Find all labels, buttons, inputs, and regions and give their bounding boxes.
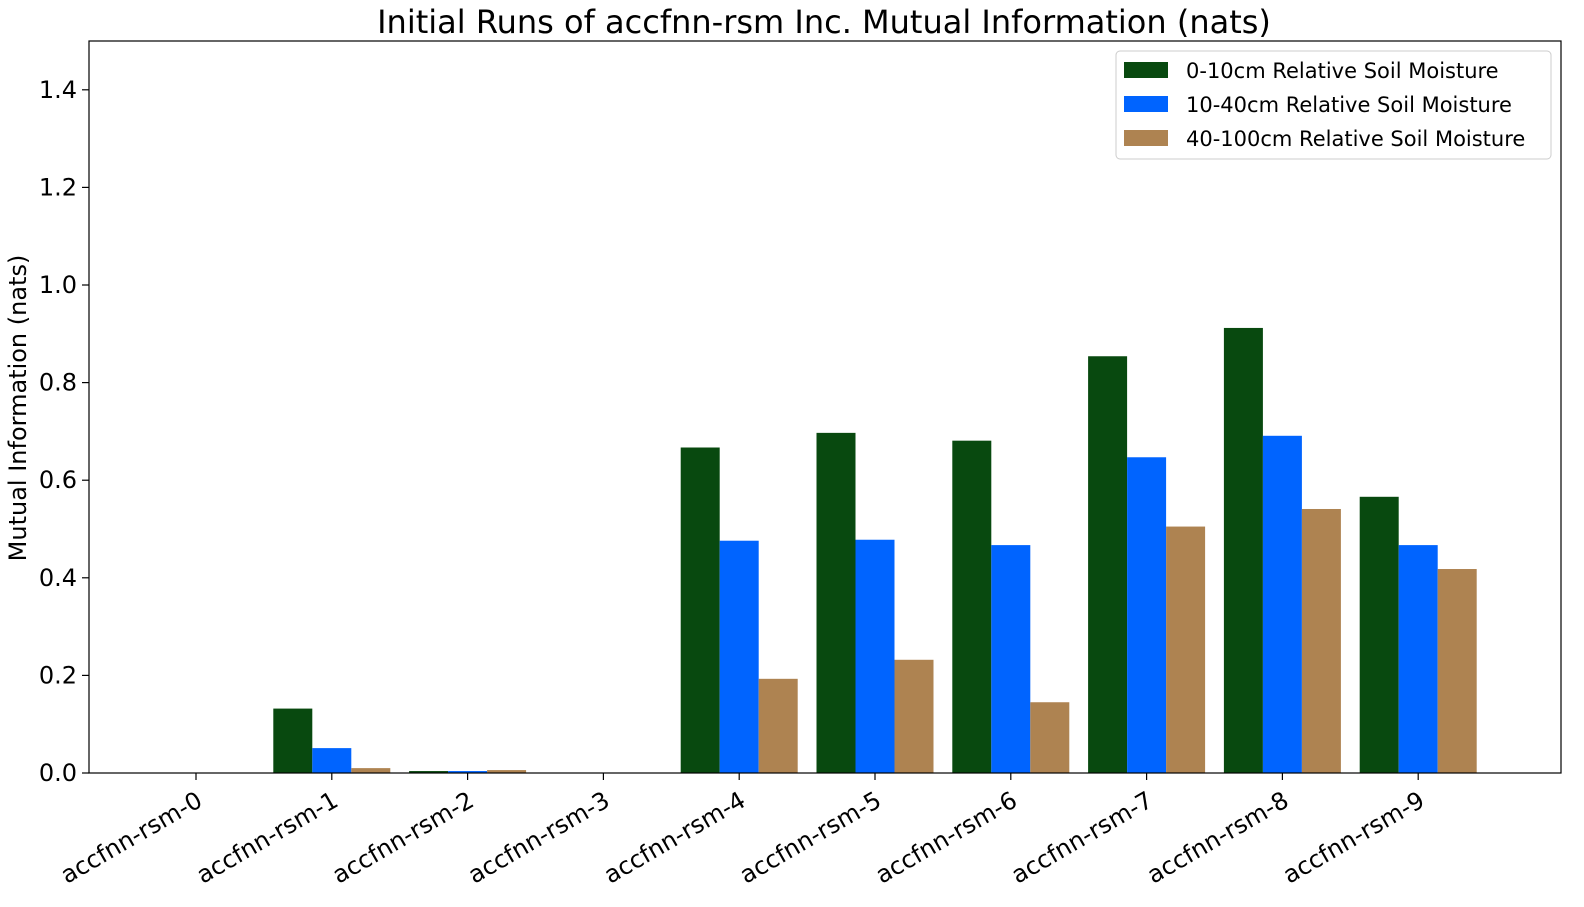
- legend-label: 0-10cm Relative Soil Moisture: [1186, 59, 1499, 83]
- x-tick-label: accfnn-rsm-2: [327, 786, 478, 889]
- legend: 0-10cm Relative Soil Moisture 10-40cm Rel…: [1115, 50, 1552, 160]
- bar: [1262, 435, 1302, 773]
- bar: [1437, 569, 1477, 773]
- legend-label: 10-40cm Relative Soil Moisture: [1186, 93, 1512, 117]
- x-tick-label: accfnn-rsm-5: [735, 786, 886, 889]
- bar: [409, 771, 449, 773]
- plot-frame: [88, 40, 1562, 774]
- bar: [1223, 327, 1263, 773]
- x-tick-label: accfnn-rsm-4: [599, 786, 750, 889]
- bar: [448, 771, 488, 773]
- bar: [1301, 508, 1341, 773]
- x-tick-label: accfnn-rsm-8: [1142, 786, 1293, 889]
- legend-label: 40-100cm Relative Soil Moisture: [1186, 127, 1525, 151]
- x-tick-label: accfnn-rsm-1: [192, 786, 343, 889]
- legend-swatch: [1124, 130, 1168, 146]
- legend-swatch: [1124, 62, 1168, 78]
- y-tick-label: 0.6: [39, 466, 77, 494]
- bar: [1398, 545, 1438, 773]
- x-tick-label: accfnn-rsm-0: [56, 786, 207, 889]
- x-tick-label: accfnn-rsm-7: [1006, 786, 1157, 889]
- bar: [1359, 496, 1399, 773]
- legend-swatch: [1124, 96, 1168, 112]
- bar: [1166, 526, 1206, 773]
- y-tick-label: 0.0: [39, 759, 77, 787]
- x-tick-label: accfnn-rsm-9: [1278, 786, 1429, 889]
- y-axis-title: Mutual Information (nats): [4, 255, 32, 562]
- bar: [719, 540, 759, 773]
- bar: [991, 545, 1031, 773]
- bar: [1030, 702, 1070, 773]
- x-tick-label: accfnn-rsm-3: [463, 786, 614, 889]
- bars-group: [273, 327, 1477, 773]
- bar: [312, 748, 352, 773]
- y-tick-label: 1.0: [39, 271, 77, 299]
- chart-title: Initial Runs of accfnn-rsm Inc. Mutual I…: [377, 3, 1271, 41]
- bar: [855, 539, 895, 773]
- bar: [680, 447, 720, 773]
- y-tick-label: 0.4: [39, 564, 77, 592]
- bar: [351, 768, 391, 773]
- bar: [1088, 356, 1128, 773]
- legend-box: [1115, 50, 1552, 160]
- bar: [487, 770, 527, 773]
- y-tick-label: 0.2: [39, 661, 77, 689]
- bar: [758, 678, 798, 773]
- x-tick-label: accfnn-rsm-6: [871, 786, 1022, 889]
- bar: [273, 708, 313, 773]
- x-axis: accfnn-rsm-0accfnn-rsm-1accfnn-rsm-2accf…: [56, 773, 1429, 889]
- y-tick-label: 0.8: [39, 369, 77, 397]
- y-tick-label: 1.4: [39, 76, 77, 104]
- bar: [1127, 457, 1167, 773]
- y-axis: 0.0 0.2 0.4 0.6 0.8 1.0 1.2 1.4: [39, 76, 89, 787]
- bar: [816, 432, 856, 773]
- bar: [894, 659, 934, 773]
- bar: [952, 440, 992, 773]
- y-tick-label: 1.2: [39, 173, 77, 201]
